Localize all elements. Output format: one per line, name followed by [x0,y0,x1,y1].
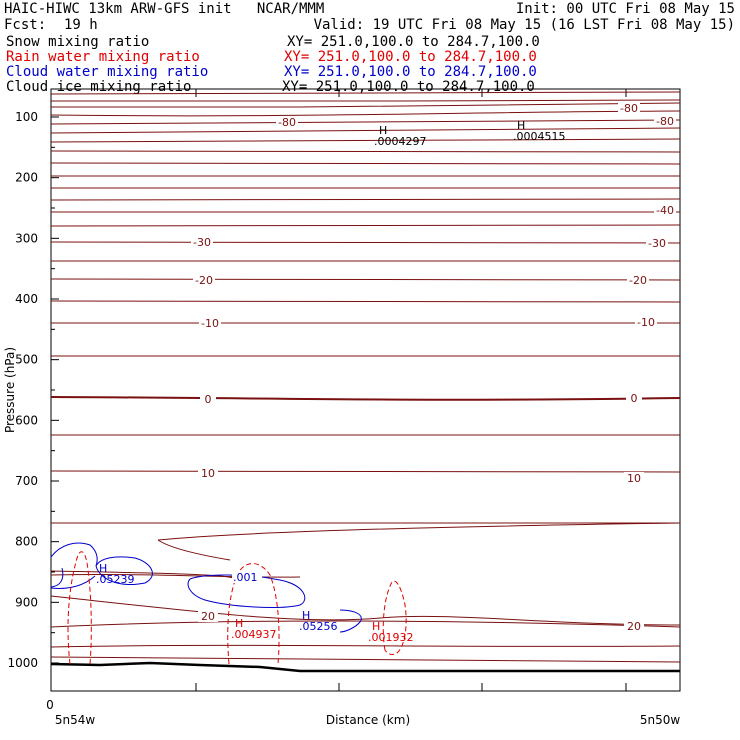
isotherm-label: -20 [629,274,647,287]
rain-water-maxima: H .004937 H .001932 [231,617,414,644]
isotherm-label: 10 [201,467,215,480]
plot-title: HAIC-HIWC 13km ARW-GFS init NCAR/MMM [4,1,325,17]
isotherm-label: -80 [620,102,638,115]
rain-water-max-value: .001932 [368,631,414,644]
y-tick-label: 600 [15,413,38,427]
isotherm-labels: -80 -80 -80 -40 -30 -30 -20 -20 -10 -10 … [191,102,676,633]
x-axis-label: Distance (km) [326,713,410,727]
y-axis-ticks [51,116,59,664]
cloud-ice-max-value: .0004297 [374,135,427,148]
field-name-cloud-water: Cloud water mixing ratio [6,64,209,80]
field-xy-cloud-water: XY= 251.0,100.0 to 284.7,100.0 [284,64,537,80]
y-tick-label: 400 [15,292,38,306]
x-end-label: 5n50w [640,713,681,727]
isotherm-label: 0 [205,393,212,406]
cloud-water-contour-value: .001 [233,571,258,584]
zero-isotherm [50,396,681,401]
isotherm-label: 10 [627,472,641,485]
y-tick-label: 500 [15,353,38,367]
y-axis-tick-labels: 100 200 300 400 500 600 700 800 900 1000 [7,110,38,670]
isotherm-label: -30 [648,237,666,250]
cloud-ice-max-value: .0004515 [513,130,566,143]
forecast-label: Fcst: [4,17,47,33]
cloud-ice-max-marker: H [517,119,525,132]
y-tick-label: 700 [15,474,38,488]
forecast-value: 19 h [64,17,98,33]
rain-water-max-marker: H [235,617,243,630]
cloud-water-maxima: H .05239 .001 H .05256 [96,562,338,633]
field-name-snow: Snow mixing ratio [6,34,150,50]
x-axis-ticks [50,89,627,691]
isotherm-label: -80 [656,115,674,128]
cloud-water-max-value: .05256 [299,620,338,633]
rain-water-contours [67,551,407,665]
init-time: Init: 00 UTC Fri 08 May 15 [515,1,735,17]
cloud-water-max-marker: H [302,609,310,622]
y-tick-label: 300 [15,231,38,245]
cloud-ice-max-marker: H [379,124,387,137]
field-name-rain: Rain water mixing ratio [6,49,200,65]
y-tick-label: 900 [15,595,38,609]
x-origin-label: 0 [46,698,54,712]
isotherm-label: -30 [193,236,211,249]
field-xy-snow: XY= 251.0,100.0 to 284.7,100.0 [287,34,540,50]
x-start-label: 5n54w [55,713,96,727]
valid-time: Valid: 19 UTC Fri 08 May 15 (16 LST Fri … [313,17,735,33]
y-tick-label: 100 [15,110,38,124]
cloud-water-max-value: .05239 [96,573,135,586]
terrain-surface-line [50,661,680,673]
isotherm-label: -10 [201,317,219,330]
isotherm-label: -10 [637,316,655,329]
rain-water-max-value: .004937 [231,628,277,641]
isotherm-label: 20 [201,610,215,623]
rain-water-max-marker: H [372,620,380,633]
isotherm-label: -80 [278,116,296,129]
y-axis-label: Pressure (hPa) [3,347,17,433]
plot-frame [50,88,681,692]
isotherm-label: -40 [656,204,674,217]
cloud-ice-maxima: H .0004297 H .0004515 [374,119,566,148]
field-xy-rain: XY= 251.0,100.0 to 284.7,100.0 [284,49,537,65]
isotherm-label: 20 [627,620,641,633]
isotherm-label: 0 [631,392,638,405]
y-tick-label: 1000 [7,656,38,670]
field-name-cloud-ice: Cloud ice mixing ratio [6,79,192,95]
isotherm-lines [50,91,681,663]
y-tick-label: 200 [15,171,38,185]
y-tick-label: 800 [15,535,38,549]
cloud-water-max-marker: H [99,562,107,575]
isotherm-label: -20 [195,274,213,287]
field-xy-cloud-ice: XY= 251.0,100.0 to 284.7,100.0 [282,79,535,95]
cloud-water-contours [50,542,362,633]
